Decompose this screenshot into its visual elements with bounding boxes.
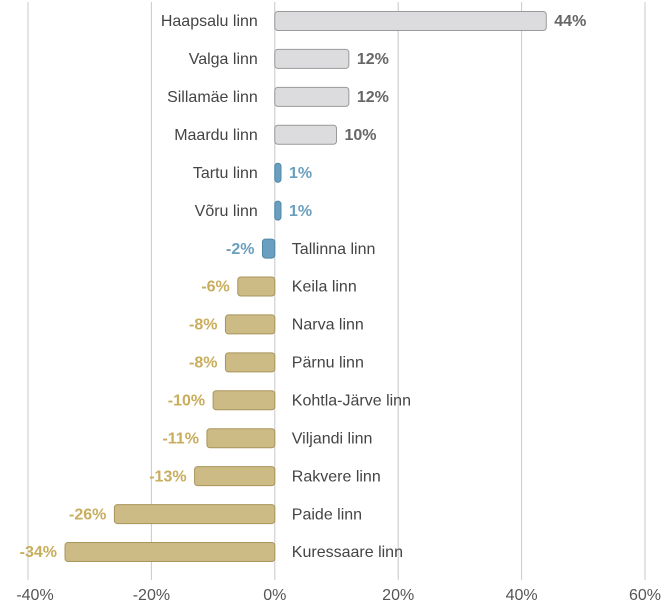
category-label: Keila linn	[292, 279, 357, 296]
x-tick-label: 0%	[263, 587, 286, 604]
x-tick-label: -20%	[133, 587, 170, 604]
value-label: -11%	[162, 430, 198, 447]
value-label: -26%	[69, 506, 106, 523]
value-label: 1%	[289, 203, 312, 220]
value-label: -34%	[20, 544, 57, 561]
category-label: Rakvere linn	[292, 468, 381, 485]
category-label: Kuressaare linn	[292, 544, 403, 561]
bar	[206, 428, 276, 449]
category-label: Maardu linn	[174, 127, 258, 144]
bar	[224, 314, 276, 335]
x-tick-label: -40%	[16, 587, 53, 604]
bar	[274, 162, 282, 183]
value-label: -10%	[168, 393, 205, 410]
value-label: 44%	[554, 13, 586, 30]
category-label: Tartu linn	[193, 165, 258, 182]
bar	[274, 48, 350, 69]
value-label: -8%	[189, 317, 217, 334]
value-label: 12%	[357, 89, 389, 106]
bar	[274, 124, 337, 145]
value-label: 12%	[357, 51, 389, 68]
bar	[224, 352, 276, 373]
bar	[237, 276, 276, 297]
category-label: Valga linn	[189, 51, 258, 68]
bar	[261, 238, 276, 259]
bar	[194, 466, 276, 487]
bar	[113, 504, 276, 525]
x-tick-label: 60%	[629, 587, 661, 604]
bar	[274, 86, 350, 107]
category-label: Pärnu linn	[292, 355, 364, 372]
value-label: -13%	[149, 468, 186, 485]
value-label: 10%	[345, 127, 377, 144]
value-label: -8%	[189, 355, 217, 372]
category-label: Kohtla-Järve linn	[292, 393, 411, 410]
bar	[274, 200, 282, 221]
category-label: Narva linn	[292, 317, 364, 334]
category-label: Sillamäe linn	[167, 89, 258, 106]
value-label: 1%	[289, 165, 312, 182]
x-tick-label: 20%	[382, 587, 414, 604]
category-label: Võru linn	[195, 203, 258, 220]
value-label: -2%	[226, 241, 254, 258]
category-label: Viljandi linn	[292, 430, 373, 447]
value-label: -6%	[201, 279, 229, 296]
category-label: Tallinna linn	[292, 241, 376, 258]
category-label: Haapsalu linn	[161, 13, 258, 30]
bar	[64, 542, 276, 562]
category-label: Paide linn	[292, 506, 362, 523]
x-tick-label: 40%	[506, 587, 538, 604]
bar	[212, 390, 276, 411]
bar	[274, 11, 547, 31]
